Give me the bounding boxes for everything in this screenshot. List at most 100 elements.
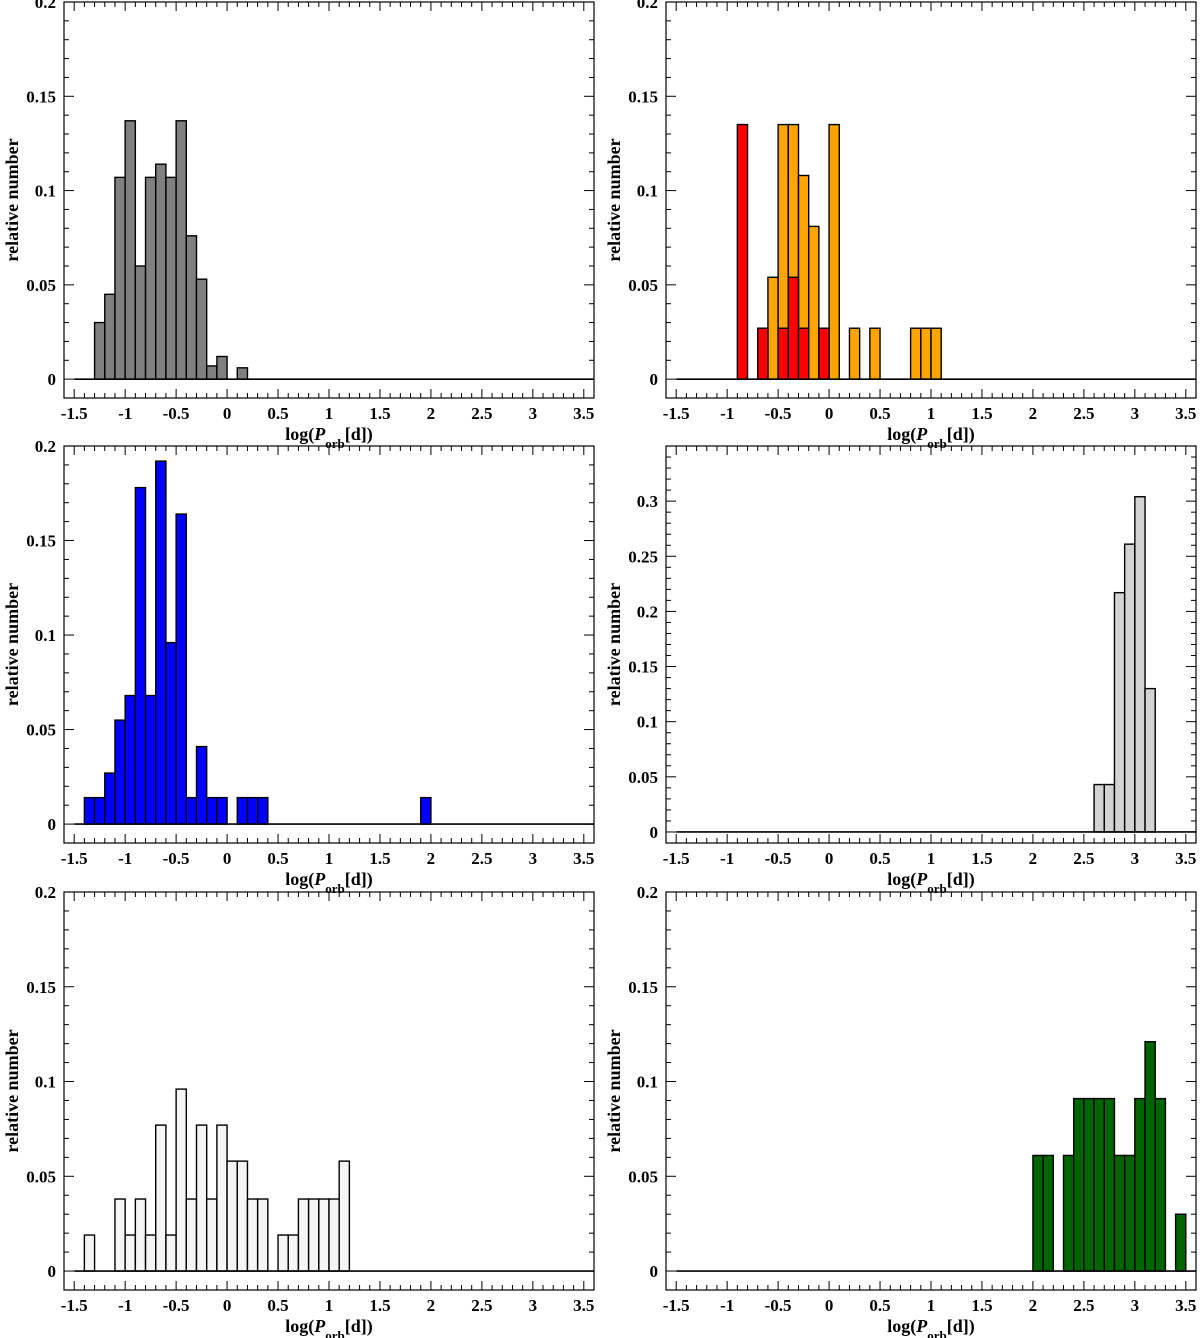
panel-top-left: -1.5 -1 -0.5 0 0.5 1 1.5 2 2.5 3 3.5 0 0.05 0.1 0.15 0.…	[2, 0, 595, 451]
y-tick-label: 0.3	[637, 492, 658, 511]
x-tick-label: -1.5	[61, 1296, 88, 1315]
x-tick-label: 1	[927, 404, 936, 423]
histogram-bar	[338, 1160, 351, 1272]
x-tick-label: 1.5	[971, 404, 992, 423]
x-tick-label: 3.5	[573, 404, 594, 423]
y-tick-label: 0	[650, 1262, 659, 1281]
histogram-bar	[1134, 496, 1146, 833]
histogram-bar	[848, 327, 861, 380]
panel-top-right: -1.5 -1 -0.5 0 0.5 1 1.5 2 2.5 3 3.5 0 0.05 0.1 0.15 0.…	[604, 0, 1197, 451]
x-tick-label: 1.5	[971, 849, 992, 868]
histogram-bar	[134, 486, 147, 825]
histogram-bar	[93, 796, 106, 825]
x-tick-label: 2.5	[471, 1296, 492, 1315]
x-tick-label: 3.5	[1175, 849, 1196, 868]
y-tick-label: 0.05	[628, 1167, 658, 1186]
histogram-bar	[1103, 1097, 1116, 1272]
histogram-bar	[226, 1160, 238, 1272]
y-tick-label: 0.2	[637, 883, 658, 902]
x-tick-label: 2.5	[471, 849, 492, 868]
histogram-bar	[869, 327, 881, 380]
panel-middle-right: -1.5 -1 -0.5 0 0.5 1 1.5 2 2.5 3 3.5 0 0.05 0.1 0.15 0.…	[604, 445, 1197, 896]
histogram-bar	[195, 278, 208, 380]
histogram-bar	[1123, 1154, 1136, 1272]
y-axis-title: relative number	[604, 1029, 624, 1152]
histogram-bar	[205, 796, 218, 825]
x-tick-label: 0	[825, 1296, 834, 1315]
x-tick-label: -1	[118, 849, 132, 868]
histogram-bar	[104, 772, 116, 825]
x-tick-label: -1.5	[663, 404, 690, 423]
x-tick-label: 1	[325, 849, 334, 868]
histogram-bar	[216, 1124, 228, 1272]
x-tick-label: 1.5	[369, 1296, 390, 1315]
histogram-bar	[195, 1124, 208, 1272]
x-tick-label: 3	[1131, 1296, 1140, 1315]
y-tick-label: 0.2	[35, 437, 56, 456]
x-tick-label: 3	[529, 404, 538, 423]
histogram-bar	[246, 796, 259, 825]
histogram-bar	[818, 327, 830, 380]
histogram-bar	[144, 176, 157, 380]
x-tick-label: -1.5	[663, 849, 690, 868]
x-tick-label: 3	[1131, 849, 1140, 868]
x-tick-label: 3	[529, 1296, 538, 1315]
x-tick-label: -0.5	[765, 404, 792, 423]
y-tick-label: 0.1	[637, 1073, 658, 1092]
histogram-bar	[1032, 1154, 1044, 1272]
y-tick-label: 0	[650, 823, 659, 842]
x-tick-label: 2	[427, 1296, 436, 1315]
x-tick-label: 1	[325, 1296, 334, 1315]
histogram-bar	[256, 796, 269, 825]
histogram-bar	[93, 321, 106, 380]
histogram-bar	[155, 1124, 167, 1272]
y-tick-label: 0.05	[628, 768, 658, 787]
y-tick-label: 0.05	[26, 276, 56, 295]
histogram-bar	[104, 293, 116, 380]
x-tick-label: -1.5	[61, 404, 88, 423]
histogram-bar	[246, 1198, 259, 1272]
histogram-bar	[757, 327, 769, 380]
histogram-bar	[328, 1198, 340, 1272]
x-tick-label: 0	[825, 404, 834, 423]
y-tick-label: 0.1	[35, 182, 56, 201]
y-tick-label: 0.05	[628, 276, 658, 295]
y-tick-label: 0	[650, 370, 659, 389]
x-tick-label: 3.5	[573, 849, 594, 868]
histogram-bar	[83, 1234, 96, 1272]
histogram-bar	[216, 355, 228, 380]
x-tick-label: -1	[720, 849, 734, 868]
y-tick-label: 0.2	[35, 0, 56, 12]
x-tick-label: -1	[720, 1296, 734, 1315]
x-tick-label: 1	[927, 1296, 936, 1315]
x-tick-label: 2	[1029, 1296, 1038, 1315]
x-tick-label: -1	[118, 404, 132, 423]
histogram-bar	[930, 327, 942, 380]
y-tick-label: 0.15	[26, 87, 56, 106]
histogram-bar	[175, 513, 188, 825]
x-tick-label: 2	[427, 849, 436, 868]
y-tick-label: 0	[48, 815, 57, 834]
x-tick-label: 2.5	[1073, 849, 1094, 868]
x-tick-label: -1.5	[61, 849, 88, 868]
histogram-bar	[155, 460, 167, 825]
x-axis-title: log(Porb[d])	[285, 1316, 373, 1338]
x-tick-label: 2.5	[1073, 1296, 1094, 1315]
histogram-bar	[1093, 1097, 1105, 1272]
x-tick-label: 2	[1029, 849, 1038, 868]
histogram-bar	[1154, 1097, 1167, 1272]
histogram-bar	[787, 276, 800, 380]
x-tick-label: 0.5	[267, 404, 288, 423]
x-tick-label: 0	[223, 404, 232, 423]
histogram-bar	[144, 1234, 157, 1272]
histogram-bar	[807, 225, 820, 380]
y-tick-label: 0.15	[628, 978, 658, 997]
y-tick-label: 0.2	[637, 0, 658, 12]
histogram-bar	[1113, 1154, 1126, 1272]
panel-bottom-right: -1.5 -1 -0.5 0 0.5 1 1.5 2 2.5 3 3.5 0 0.05 0.1 0.15 0.…	[604, 883, 1197, 1338]
x-tick-label: 0.5	[267, 849, 288, 868]
histogram-bar	[165, 176, 177, 380]
y-axis-title: relative number	[604, 138, 624, 261]
histogram-bar	[256, 1198, 269, 1272]
